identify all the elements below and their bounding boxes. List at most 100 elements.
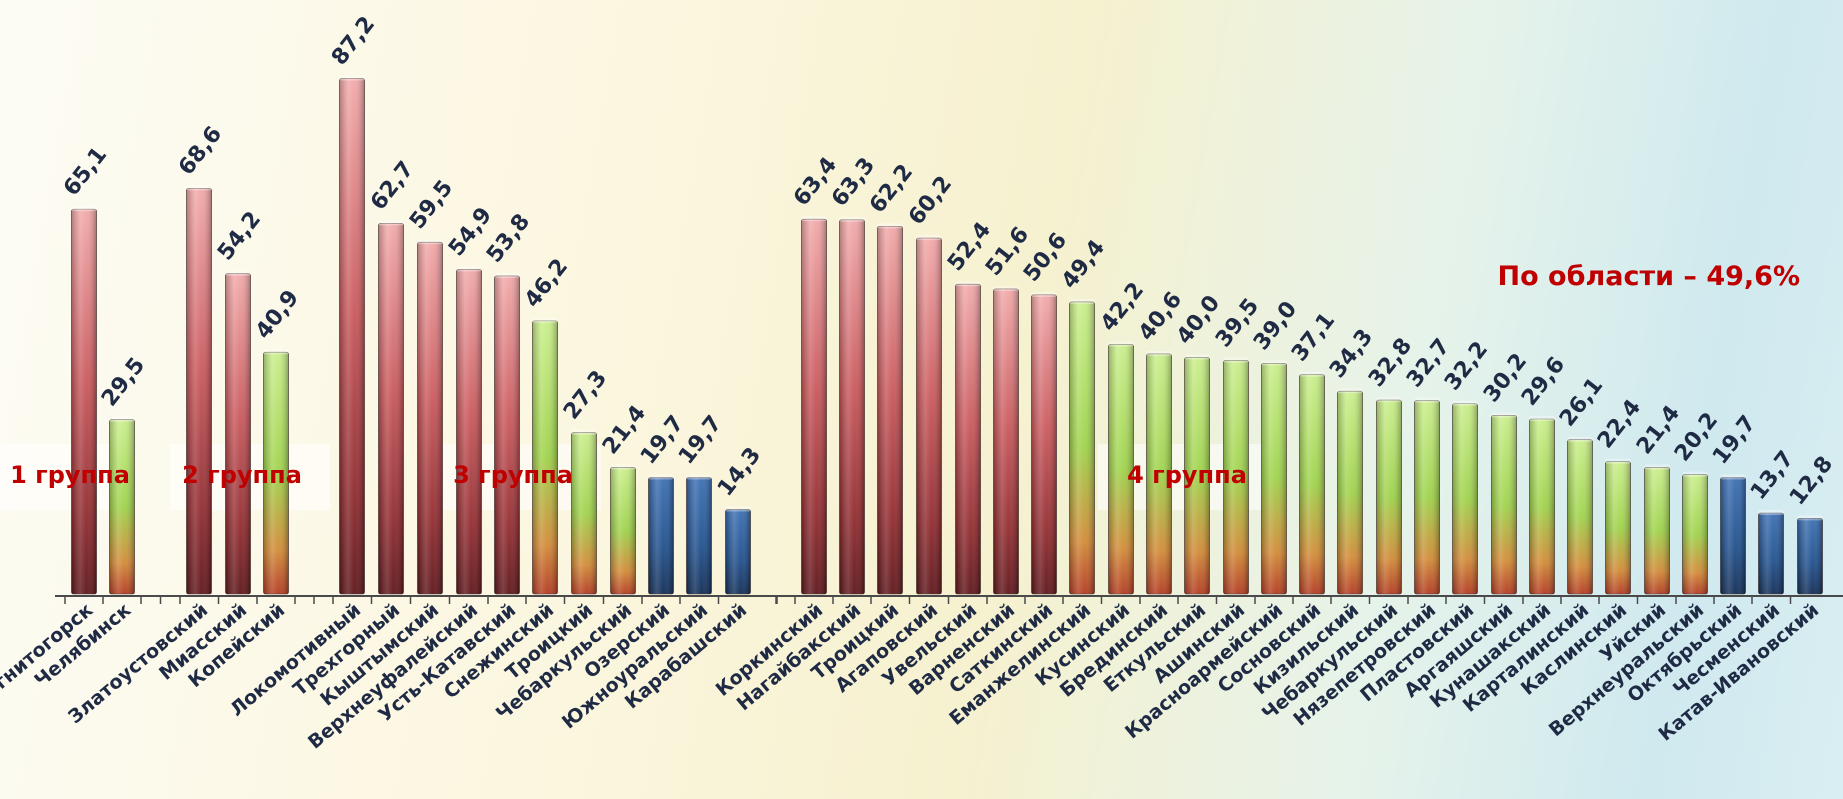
- bar-cap: [1337, 388, 1363, 394]
- bar-shine: [1567, 439, 1593, 594]
- bar-shine: [1337, 391, 1363, 594]
- bar-cap: [1567, 436, 1593, 442]
- bar-shine: [494, 275, 520, 594]
- bar-shine: [71, 209, 97, 595]
- bar-shine: [1452, 403, 1478, 594]
- bar-cap: [1376, 397, 1402, 403]
- bar-shine: [1720, 477, 1746, 594]
- group-label: 1 группа: [10, 461, 130, 489]
- bar-shine: [1644, 467, 1670, 594]
- bar-shine: [378, 223, 404, 594]
- bar-cap: [378, 220, 404, 226]
- data-label: 27,3: [559, 366, 612, 424]
- bar-cap: [417, 239, 443, 245]
- group-label: 3 группа: [453, 461, 573, 489]
- bar-cap: [1720, 474, 1746, 480]
- bar-cap: [1682, 471, 1708, 477]
- bar-shine: [1223, 360, 1249, 594]
- bar-cap: [877, 223, 903, 229]
- bar-shine: [1108, 344, 1134, 594]
- bar-cap: [955, 281, 981, 287]
- region-average-annotation: По области – 49,6%: [1498, 261, 1800, 292]
- bar-shine: [686, 477, 712, 594]
- group-label: 2 группа: [182, 461, 302, 489]
- bar-shine: [1031, 294, 1057, 594]
- bar-cap: [801, 216, 827, 222]
- bar-shine: [1758, 513, 1784, 594]
- data-label: 87,2: [327, 12, 380, 70]
- bar-cap: [686, 474, 712, 480]
- bar-cap: [571, 429, 597, 435]
- bar-shine: [1682, 474, 1708, 594]
- data-label: 54,2: [213, 207, 266, 265]
- bar-shine: [877, 226, 903, 594]
- data-label: 46,2: [520, 254, 573, 312]
- bar-cap: [1261, 360, 1287, 366]
- bar-cap: [1069, 298, 1095, 304]
- bar-cap: [916, 235, 942, 241]
- data-label: 29,5: [97, 353, 150, 411]
- bar-shine: [1414, 400, 1440, 594]
- bar-cap: [1299, 371, 1325, 377]
- bar-cap: [1491, 412, 1517, 418]
- data-label: 65,1: [59, 143, 112, 201]
- bar-cap: [610, 464, 636, 470]
- bar-shine: [571, 432, 597, 594]
- bar-shine: [801, 219, 827, 594]
- bar-shine: [456, 269, 482, 594]
- bar-shine: [1376, 400, 1402, 594]
- bar-cap: [1758, 510, 1784, 516]
- bar-shine: [725, 509, 751, 594]
- bar-cap: [186, 185, 212, 191]
- data-label: 40,9: [251, 286, 304, 344]
- bar-cap: [1146, 350, 1172, 356]
- bar-cap: [1184, 354, 1210, 360]
- bar-cap: [1223, 357, 1249, 363]
- bar-cap: [1797, 515, 1823, 521]
- bar-cap: [456, 266, 482, 272]
- group-label: 4 группа: [1127, 461, 1247, 489]
- bar-shine: [1261, 363, 1287, 594]
- bar-cap: [494, 272, 520, 278]
- data-label: 19,7: [674, 411, 727, 469]
- data-label: 59,5: [405, 176, 458, 234]
- data-label: 26,1: [1555, 373, 1608, 431]
- bar-shine: [1184, 357, 1210, 594]
- bar-shine: [1299, 374, 1325, 594]
- bar-cap: [725, 506, 751, 512]
- bar-shine: [610, 467, 636, 594]
- bar-shine: [1491, 415, 1517, 594]
- bar-cap: [1108, 341, 1134, 347]
- data-label: 68,6: [174, 122, 227, 180]
- bar-shine: [955, 284, 981, 594]
- bar-cap: [263, 349, 289, 355]
- bar-cap: [225, 270, 251, 276]
- bar-shine: [1069, 301, 1095, 594]
- bar-shine: [263, 352, 289, 594]
- bar-cap: [1644, 464, 1670, 470]
- bar-cap: [532, 317, 558, 323]
- bar-shine: [1605, 461, 1631, 594]
- bar-cap: [1605, 458, 1631, 464]
- bar-cap: [1414, 397, 1440, 403]
- bar-shine: [339, 78, 365, 594]
- bar-shine: [417, 242, 443, 594]
- bar-shine: [1146, 353, 1172, 594]
- bar-shine: [839, 219, 865, 595]
- bar-cap: [71, 206, 97, 212]
- bar-shine: [109, 419, 135, 594]
- bar-shine: [186, 188, 212, 594]
- bar-shine: [1529, 419, 1555, 594]
- bar-cap: [993, 285, 1019, 291]
- bar-cap: [839, 216, 865, 222]
- bar-cap: [648, 474, 674, 480]
- bar-shine: [532, 320, 558, 594]
- bar-cap: [109, 416, 135, 422]
- bar-cap: [1529, 416, 1555, 422]
- bar-cap: [1031, 291, 1057, 297]
- bar-shine: [225, 273, 251, 594]
- bar-shine: [1797, 518, 1823, 594]
- bar-shine: [648, 477, 674, 594]
- bar-cap: [1452, 400, 1478, 406]
